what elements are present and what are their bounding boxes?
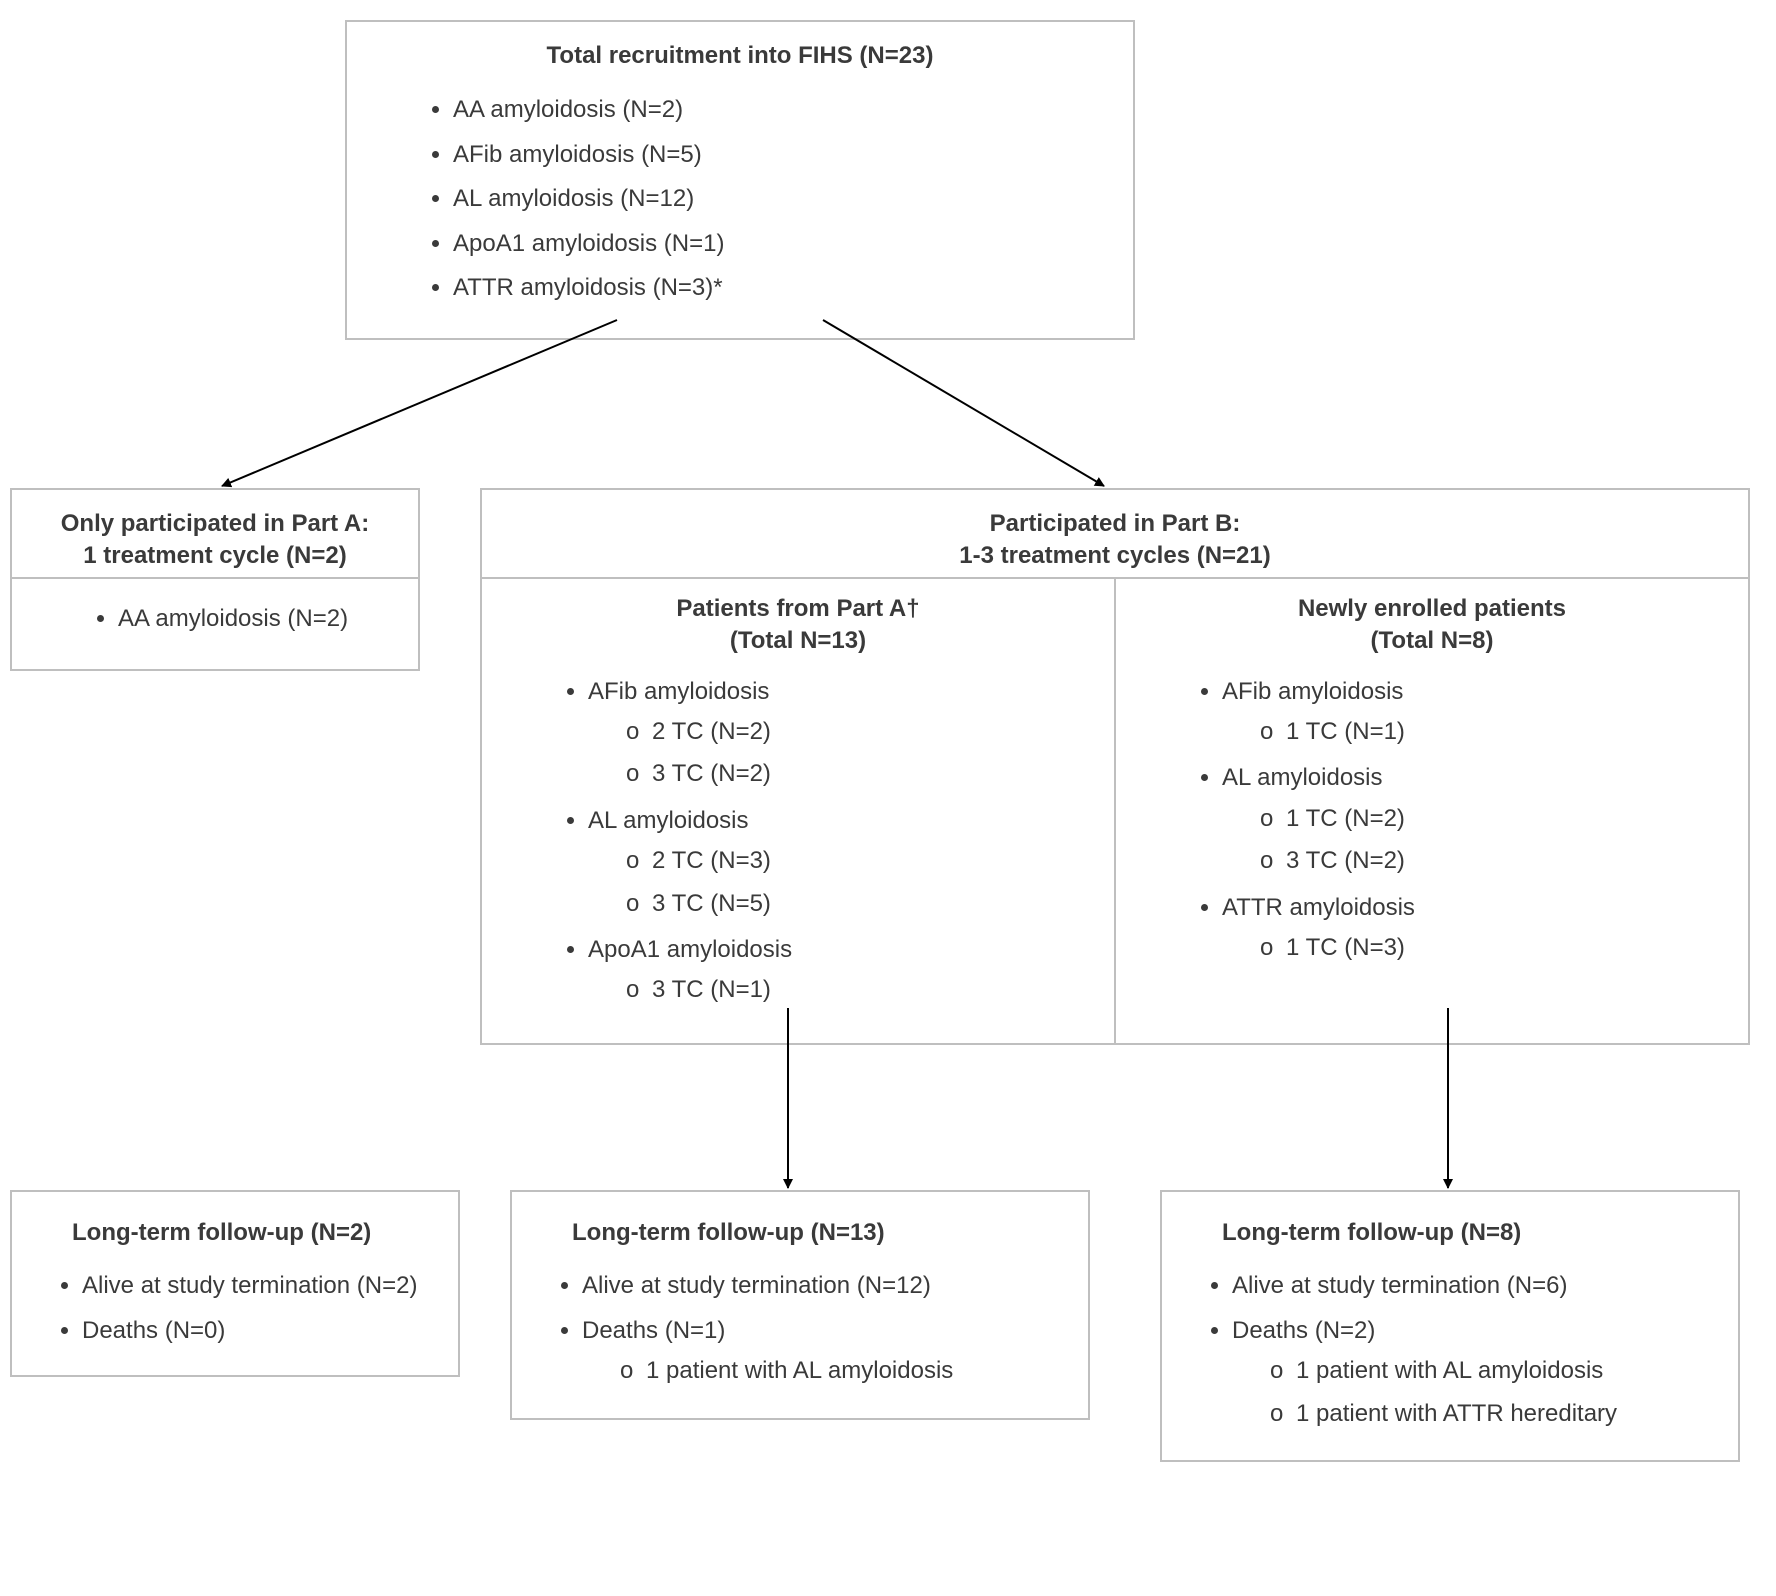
node-title: Long-term follow-up (N=2) [48, 1214, 422, 1252]
list-item: AL amyloidosis 1 TC (N=2) 3 TC (N=2) [1222, 756, 1712, 885]
list-item: AA amyloidosis (N=2) [453, 88, 1097, 132]
title-line: 1-3 treatment cycles (N=21) [959, 542, 1270, 569]
sub-title-line: Newly enrolled patients [1298, 595, 1566, 622]
sub-title-line: Patients from Part A† [676, 595, 919, 622]
sub-item: 2 TC (N=2) [652, 711, 1078, 753]
node-body: AA amyloidosis (N=2) AFib amyloidosis (N… [347, 76, 1133, 338]
sub-item: 1 TC (N=3) [1286, 927, 1712, 969]
group-label: ApoA1 amyloidosis [588, 936, 792, 963]
sub-item: 1 patient with AL amyloidosis [1296, 1350, 1702, 1392]
node-followup-mid: Long-term follow-up (N=13) Alive at stud… [510, 1190, 1090, 1420]
node-followup-right: Long-term follow-up (N=8) Alive at study… [1160, 1190, 1740, 1462]
list-item: Deaths (N=1) 1 patient with AL amyloidos… [582, 1309, 1052, 1396]
node-body: Long-term follow-up (N=8) Alive at study… [1162, 1192, 1738, 1460]
sub-title: Newly enrolled patients (Total N=8) [1116, 579, 1748, 666]
list-item: Alive at study termination (N=2) [82, 1264, 422, 1308]
sub-item: 1 patient with AL amyloidosis [646, 1350, 1052, 1392]
sub-title: Patients from Part A† (Total N=13) [482, 579, 1114, 666]
node-body: Long-term follow-up (N=13) Alive at stud… [512, 1192, 1088, 1418]
sub-item: 3 TC (N=2) [1286, 840, 1712, 882]
sub-body: AFib amyloidosis 2 TC (N=2) 3 TC (N=2) A… [482, 666, 1114, 1043]
node-title: Only participated in Part A: 1 treatment… [12, 490, 418, 577]
sub-item: 1 TC (N=2) [1286, 798, 1712, 840]
sub-title-line: (Total N=13) [730, 627, 866, 654]
group-label: AFib amyloidosis [588, 678, 769, 705]
node-subpanels: Patients from Part A† (Total N=13) AFib … [482, 577, 1748, 1043]
list-item: Alive at study termination (N=6) [1232, 1264, 1702, 1308]
node-title: Participated in Part B: 1-3 treatment cy… [482, 490, 1748, 577]
node-followup-left: Long-term follow-up (N=2) Alive at study… [10, 1190, 460, 1377]
subpanel-from-part-a: Patients from Part A† (Total N=13) AFib … [482, 579, 1116, 1043]
list-item: AA amyloidosis (N=2) [118, 597, 382, 641]
node-part-a: Only participated in Part A: 1 treatment… [10, 488, 420, 671]
list-item: ApoA1 amyloidosis 3 TC (N=1) [588, 928, 1078, 1015]
title-line: 1 treatment cycle (N=2) [83, 542, 346, 569]
title-line: Participated in Part B: [990, 510, 1241, 537]
list-item: AL amyloidosis (N=12) [453, 177, 1097, 221]
item-label: Deaths (N=1) [582, 1317, 725, 1344]
group-label: ATTR amyloidosis [1222, 894, 1415, 921]
group-label: AL amyloidosis [1222, 764, 1383, 791]
list-item: ApoA1 amyloidosis (N=1) [453, 222, 1097, 266]
list-item: Alive at study termination (N=12) [582, 1264, 1052, 1308]
list-item: Deaths (N=2) 1 patient with AL amyloidos… [1232, 1309, 1702, 1438]
subpanel-newly-enrolled: Newly enrolled patients (Total N=8) AFib… [1116, 579, 1748, 1043]
title-line: Only participated in Part A: [61, 510, 370, 537]
list-item: AFib amyloidosis 2 TC (N=2) 3 TC (N=2) [588, 670, 1078, 799]
list-item: Deaths (N=0) [82, 1309, 422, 1353]
list-item: ATTR amyloidosis 1 TC (N=3) [1222, 886, 1712, 973]
node-title: Total recruitment into FIHS (N=23) [347, 22, 1133, 76]
item-label: Deaths (N=2) [1232, 1317, 1375, 1344]
node-body: AA amyloidosis (N=2) [12, 577, 418, 669]
node-body: Long-term follow-up (N=2) Alive at study… [12, 1192, 458, 1375]
flowchart-edge [823, 320, 1104, 486]
list-item: ATTR amyloidosis (N=3)* [453, 266, 1097, 310]
node-title: Long-term follow-up (N=8) [1198, 1214, 1702, 1252]
list-item: AFib amyloidosis (N=5) [453, 133, 1097, 177]
group-label: AFib amyloidosis [1222, 678, 1403, 705]
sub-item: 3 TC (N=5) [652, 883, 1078, 925]
sub-item: 1 patient with ATTR hereditary [1296, 1393, 1702, 1435]
node-total-recruitment: Total recruitment into FIHS (N=23) AA am… [345, 20, 1135, 340]
sub-item: 3 TC (N=2) [652, 753, 1078, 795]
flowchart-edge [222, 320, 617, 486]
list-item: AL amyloidosis 2 TC (N=3) 3 TC (N=5) [588, 799, 1078, 928]
sub-body: AFib amyloidosis 1 TC (N=1) AL amyloidos… [1116, 666, 1748, 1001]
list-item: AFib amyloidosis 1 TC (N=1) [1222, 670, 1712, 757]
sub-title-line: (Total N=8) [1371, 627, 1494, 654]
sub-item: 3 TC (N=1) [652, 969, 1078, 1011]
group-label: AL amyloidosis [588, 807, 749, 834]
node-title: Long-term follow-up (N=13) [548, 1214, 1052, 1252]
sub-item: 2 TC (N=3) [652, 840, 1078, 882]
node-part-b: Participated in Part B: 1-3 treatment cy… [480, 488, 1750, 1045]
sub-item: 1 TC (N=1) [1286, 711, 1712, 753]
